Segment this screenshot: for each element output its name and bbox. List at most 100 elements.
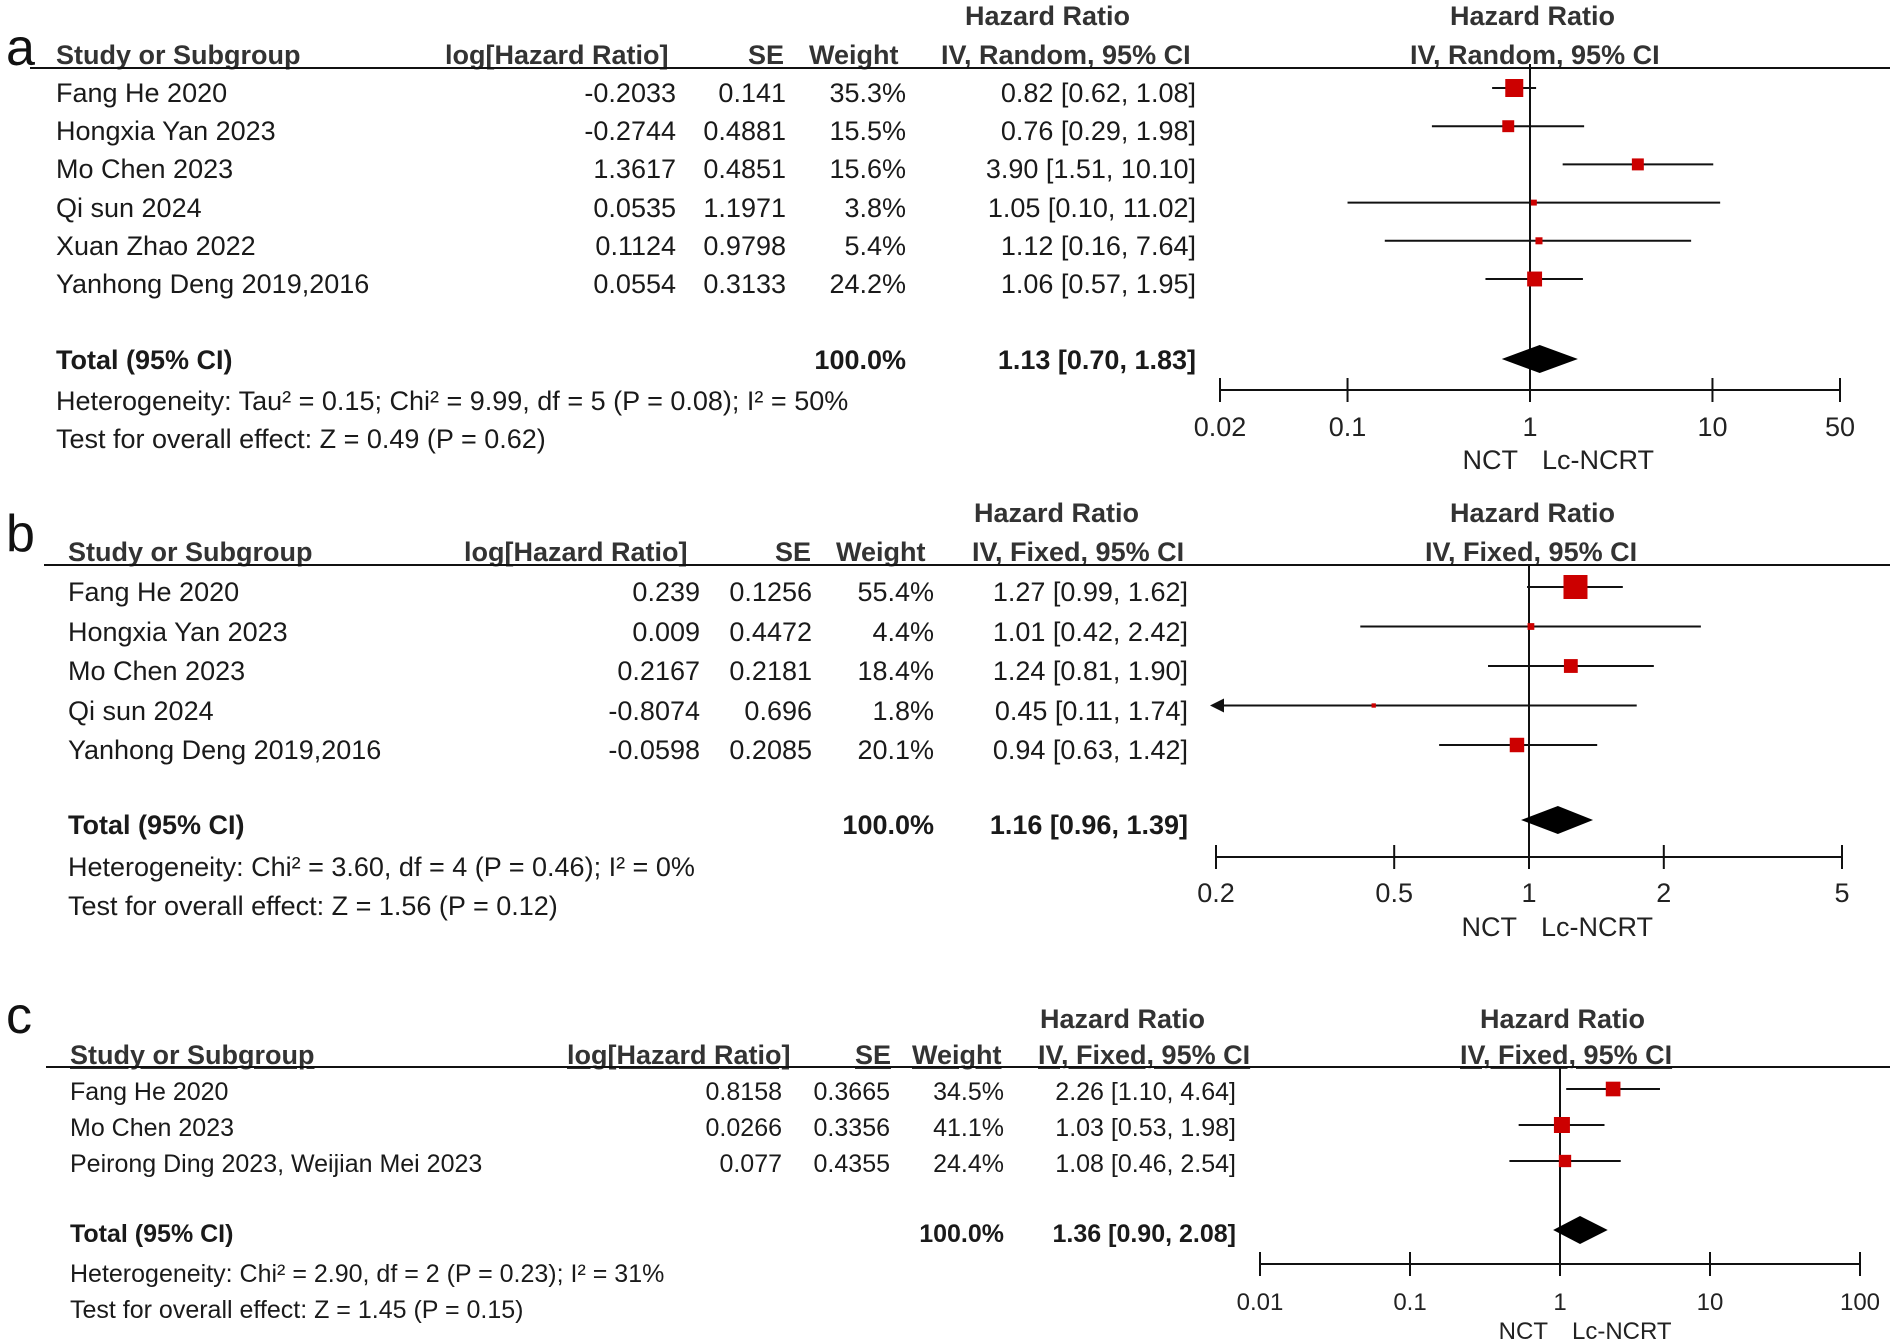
pooled-diamond <box>1501 345 1578 373</box>
hazard-ratio-ci: 3.90 [1.51, 10.10] <box>985 154 1196 185</box>
x-tick-label: 0.01 <box>1237 1289 1284 1316</box>
overall-effect-text: Test for overall effect: Z = 0.49 (P = 0… <box>56 424 546 454</box>
log-hazard-ratio: 0.0266 <box>705 1114 782 1142</box>
log-hazard-ratio: 0.077 <box>719 1150 782 1178</box>
panel-a: a Hazard Ratio Hazard Ratio Study or Sub… <box>0 0 1890 475</box>
standard-error: 0.3356 <box>813 1114 890 1142</box>
hr-column-subheader: IV, Random, 95% CI <box>941 40 1191 70</box>
log-hazard-ratio: 0.2167 <box>617 656 700 686</box>
se-column-header: SE <box>855 1040 892 1070</box>
hr-marker <box>1563 659 1578 673</box>
weight: 3.8% <box>844 192 906 223</box>
hazard-ratio-ci: 1.24 [0.81, 1.90] <box>992 656 1188 686</box>
log-hazard-ratio: -0.0598 <box>608 735 700 765</box>
hr-marker <box>1558 1154 1572 1168</box>
standard-error: 0.4851 <box>703 154 786 185</box>
weight: 18.4% <box>857 656 934 686</box>
x-tick-label: 5 <box>1834 878 1849 908</box>
x-tick-label: 1 <box>1522 412 1537 442</box>
x-tick-label: 100 <box>1840 1289 1880 1316</box>
header-rule <box>30 67 1890 69</box>
x-tick-label: 0.2 <box>1197 878 1235 908</box>
study-name: Fang He 2020 <box>56 78 228 108</box>
hazard-ratio-ci: 1.12 [0.16, 7.64] <box>1000 230 1196 261</box>
hr-marker <box>1530 199 1537 206</box>
panel-label: b <box>6 505 35 563</box>
hr-marker <box>1553 1117 1570 1133</box>
standard-error: 0.2181 <box>729 656 812 686</box>
standard-error: 0.4355 <box>813 1150 890 1178</box>
log-hazard-ratio: 0.1124 <box>595 230 676 261</box>
log-hazard-ratio: 0.0554 <box>593 269 676 299</box>
weight: 34.5% <box>933 1078 1004 1106</box>
x-tick-label: 0.1 <box>1393 1289 1426 1316</box>
hazard-ratio-ci: 1.01 [0.42, 2.42] <box>992 616 1188 647</box>
weight: 24.2% <box>829 269 906 299</box>
pooled-diamond <box>1521 806 1594 834</box>
weight: 4.4% <box>872 616 934 647</box>
hr-column-subheader: IV, Fixed, 95% CI <box>1038 1040 1251 1070</box>
plot-column-title: Hazard Ratio <box>1480 1004 1646 1034</box>
study-name: Fang He 2020 <box>70 1078 229 1106</box>
log-hazard-ratio: -0.8074 <box>608 695 700 726</box>
header-rule <box>46 1066 1890 1068</box>
weight: 24.4% <box>933 1150 1004 1178</box>
hr-column-title: Hazard Ratio <box>1040 1004 1206 1034</box>
hr-column-title: Hazard Ratio <box>965 1 1131 31</box>
forest-plot-c: 0.01 0.1 1 10 100 NCT Lc-NCRT <box>1237 1066 1880 1339</box>
study-name: Xuan Zhao 2022 <box>56 230 256 261</box>
hazard-ratio-ci: 2.26 [1.10, 4.64] <box>1055 1078 1236 1106</box>
x-tick-label: 1 <box>1521 878 1536 908</box>
forest-plot-a: 0.02 0.1 1 10 50 NCT Lc-NCRT <box>1194 64 1855 475</box>
favours-left-label: NCT <box>1499 1318 1549 1339</box>
favours-right-label: Lc-NCRT <box>1541 912 1653 942</box>
hr-marker <box>1502 120 1515 133</box>
standard-error: 0.4472 <box>729 616 812 647</box>
se-column-header: SE <box>748 40 785 70</box>
weight: 41.1% <box>933 1114 1004 1142</box>
loghr-column-header: log[Hazard Ratio] <box>464 537 688 567</box>
study-name: Mo Chen 2023 <box>70 1114 235 1142</box>
x-tick-label: 50 <box>1825 412 1855 442</box>
x-tick-label: 0.5 <box>1375 878 1413 908</box>
hazard-ratio-ci: 0.45 [0.11, 1.74] <box>994 695 1188 726</box>
hr-marker <box>1605 1081 1621 1097</box>
weight: 55.4% <box>857 577 934 607</box>
study-name: Hongxia Yan 2023 <box>68 616 288 647</box>
total-label: Total (95% CI) <box>70 1220 234 1248</box>
plot-column-title: Hazard Ratio <box>1450 498 1616 528</box>
hr-marker <box>1527 623 1535 630</box>
x-tick-label: 2 <box>1656 878 1671 908</box>
study-name: Fang He 2020 <box>68 577 240 607</box>
study-name: Yanhong Deng 2019,2016 <box>68 735 382 765</box>
log-hazard-ratio: -0.2033 <box>584 78 676 108</box>
standard-error: 0.696 <box>744 695 812 726</box>
favours-left-label: NCT <box>1462 912 1518 942</box>
total-ci: 1.13 [0.70, 1.83] <box>997 345 1196 375</box>
favours-right-label: Lc-NCRT <box>1572 1318 1672 1339</box>
heterogeneity-text: Heterogeneity: Chi² = 2.90, df = 2 (P = … <box>70 1260 665 1288</box>
plot-column-subheader: IV, Random, 95% CI <box>1410 40 1660 70</box>
hazard-ratio-ci: 0.94 [0.63, 1.42] <box>992 735 1188 765</box>
standard-error: 1.1971 <box>703 192 786 223</box>
hr-marker <box>1505 79 1524 97</box>
hazard-ratio-ci: 1.27 [0.99, 1.62] <box>992 577 1188 607</box>
x-tick-label: 1 <box>1553 1289 1566 1316</box>
study-name: Qi sun 2024 <box>56 192 202 223</box>
pooled-diamond <box>1553 1216 1608 1244</box>
hazard-ratio-ci: 1.06 [0.57, 1.95] <box>1000 269 1196 299</box>
log-hazard-ratio: 0.0535 <box>593 192 676 223</box>
hr-column-title: Hazard Ratio <box>974 498 1140 528</box>
favours-left-label: NCT <box>1463 445 1519 475</box>
study-name: Mo Chen 2023 <box>56 154 234 185</box>
total-weight: 100.0% <box>814 345 906 375</box>
study-column-header: Study or Subgroup <box>70 1040 315 1070</box>
study-name: Hongxia Yan 2023 <box>56 116 276 147</box>
standard-error: 0.9798 <box>703 230 786 261</box>
x-tick-label: 10 <box>1697 412 1727 442</box>
hazard-ratio-ci: 0.76 [0.29, 1.98] <box>1000 116 1196 147</box>
standard-error: 0.2085 <box>729 735 812 765</box>
standard-error: 0.141 <box>718 78 786 108</box>
total-weight: 100.0% <box>842 810 934 840</box>
weight-column-header: Weight <box>836 537 926 567</box>
